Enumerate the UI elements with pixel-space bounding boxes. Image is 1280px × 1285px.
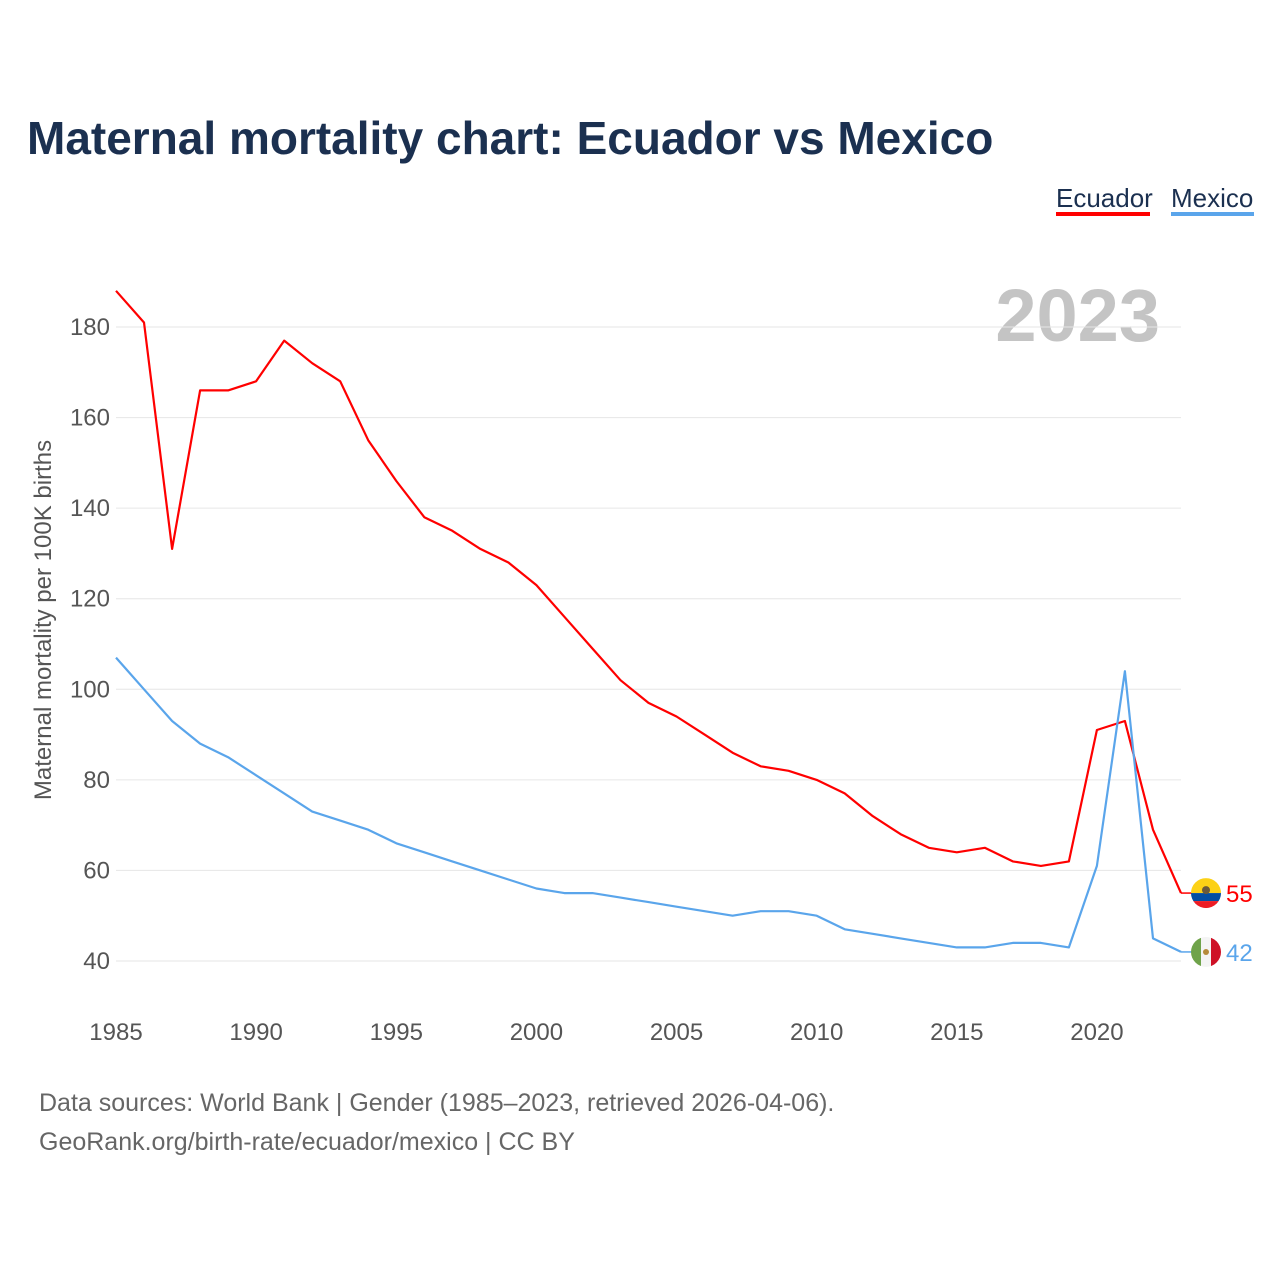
source-line-1: Data sources: World Bank | Gender (1985–… [39,1089,834,1117]
end-value-label-mexico: 42 [1226,940,1253,967]
series-line-mexico [115,656,1182,953]
legend-item-mexico[interactable]: Mexico [1171,183,1254,216]
legend-label-mexico: Mexico [1171,183,1253,213]
y-axis-label: Maternal mortality per 100K births [30,440,57,800]
end-value-label-ecuador: 55 [1226,881,1253,908]
y-tick-label: 160 [70,405,110,432]
series-line-ecuador [115,290,1183,894]
y-tick-label: 40 [83,948,110,975]
legend: Ecuador Mexico [1056,183,1254,216]
legend-swatch-mexico [1171,212,1254,216]
legend-swatch-ecuador [1056,212,1150,216]
y-tick-label: 140 [70,495,110,522]
y-tick-label: 180 [70,314,110,341]
year-watermark: 2023 [995,274,1160,357]
y-tick-label: 100 [70,676,110,703]
y-tick-label: 80 [83,767,110,794]
x-tick-label: 2005 [650,1019,703,1046]
x-tick-label: 2015 [930,1019,983,1046]
x-tick-label: 2010 [790,1019,843,1046]
chart-title: Maternal mortality chart: Ecuador vs Mex… [27,112,993,164]
x-tick-label: 1985 [89,1019,142,1046]
source-line-2: GeoRank.org/birth-rate/ecuador/mexico | … [39,1128,575,1156]
y-tick-label: 120 [70,586,110,613]
x-tick-label: 1995 [370,1019,423,1046]
flag-ecuador-icon [1191,878,1221,909]
legend-label-ecuador: Ecuador [1056,183,1153,213]
x-tick-label: 2020 [1070,1019,1123,1046]
legend-item-ecuador[interactable]: Ecuador [1056,183,1153,216]
flag-mexico-icon [1191,936,1221,967]
y-tick-label: 60 [83,857,110,884]
x-tick-label: 1990 [229,1019,282,1046]
x-tick-label: 2000 [510,1019,563,1046]
